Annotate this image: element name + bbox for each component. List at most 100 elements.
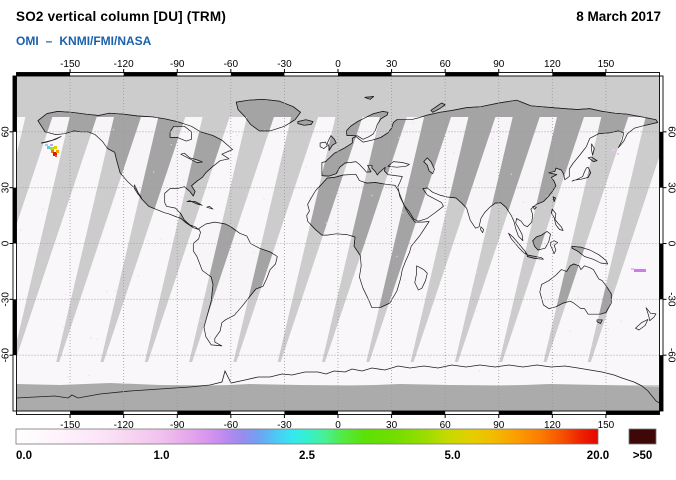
frame-right-segment — [659, 355, 663, 411]
lon-tick-label-bottom: -30 — [277, 420, 292, 431]
speckle — [546, 195, 548, 197]
speckle — [167, 171, 169, 173]
colorbar-tick-label: 2.5 — [299, 450, 316, 462]
frame-left-segment — [13, 76, 17, 132]
lon-tick-label-bottom: 30 — [386, 420, 398, 431]
colorbar — [15, 428, 657, 445]
speckle — [115, 290, 117, 292]
lat-tick-label-left: 30 — [1, 182, 12, 194]
speckle — [183, 179, 185, 182]
speckle — [371, 194, 373, 197]
speckle — [569, 330, 571, 332]
speckle — [253, 251, 255, 254]
lat-tick-label-right: 60 — [666, 126, 676, 138]
so2-speck-vanuatu — [634, 269, 646, 272]
lat-tick-label-right: 30 — [666, 182, 676, 194]
speckle — [335, 222, 337, 224]
speckle — [412, 122, 414, 124]
speckle — [42, 208, 44, 210]
speckle — [112, 128, 114, 131]
so2-plume-aleutians — [50, 147, 54, 150]
speckle — [620, 320, 623, 322]
coast-svalbard — [364, 96, 375, 100]
so2-plume-aleutians — [54, 146, 57, 149]
speckle — [307, 142, 309, 144]
coast-greenland — [235, 98, 301, 132]
speckle — [398, 137, 400, 139]
speckle — [267, 271, 269, 273]
lon-tick-label-bottom: 120 — [544, 420, 561, 431]
speckle — [209, 336, 211, 338]
colorbar-tick-label: 20.0 — [587, 450, 609, 462]
lat-tick-label-left: -60 — [1, 348, 12, 363]
coast-borneo — [532, 231, 551, 251]
speckle — [63, 326, 65, 328]
speckle — [309, 197, 311, 199]
page-title: SO2 vertical column [DU] (TRM) — [16, 9, 227, 24]
speckle — [325, 222, 327, 224]
lon-tick-label-top: -150 — [60, 59, 80, 70]
speckle — [551, 311, 554, 313]
frame-top-segment — [16, 72, 71, 76]
coast-philippines — [551, 208, 564, 231]
speckle — [137, 275, 139, 277]
speckle — [513, 214, 515, 217]
speckle — [478, 370, 481, 372]
lon-tick-label-top: -120 — [114, 59, 134, 70]
speckle — [196, 268, 198, 271]
date-label: 8 March 2017 — [576, 9, 661, 24]
lat-tick-label-left: -30 — [1, 292, 12, 307]
lon-tick-label-top: 60 — [440, 59, 452, 70]
lon-tick-label-bottom: -90 — [170, 420, 185, 431]
coast-honshu — [571, 166, 592, 182]
frame-top-segment — [445, 72, 499, 76]
colorbar-tick-label: 0.0 — [16, 450, 32, 462]
subtitle-separator: – — [45, 34, 53, 48]
speckle — [88, 374, 90, 376]
lon-tick-label-bottom: -60 — [224, 420, 239, 431]
speckle — [651, 137, 654, 139]
coast-alaska-peninsula — [41, 136, 62, 144]
speckle — [520, 251, 522, 253]
coast-sri-lanka — [480, 226, 484, 234]
frame-bottom-segment — [391, 411, 446, 415]
coast-taiwan — [552, 196, 556, 202]
tick-labels: -150 -150 -120 -120 -90 -90 -60 -60 -30 -30 0 0 30 30… — [1, 59, 676, 431]
speckle — [413, 248, 415, 250]
speckle — [274, 268, 276, 270]
lon-tick-label-top: -60 — [224, 59, 239, 70]
lon-tick-label-top: 0 — [335, 59, 341, 70]
lon-tick-label-bottom: 90 — [493, 420, 505, 431]
speckle — [475, 310, 478, 312]
speckle — [199, 320, 202, 322]
speckle — [476, 271, 478, 273]
speckle — [236, 134, 238, 136]
subtitle: OMI – KNMI/FMI/NASA — [16, 34, 151, 48]
speckle — [538, 182, 541, 184]
speckle — [608, 328, 610, 330]
frame-right-segment — [659, 243, 663, 300]
coast-sulawesi — [550, 240, 559, 255]
colorbar-overflow-label: >50 — [633, 450, 653, 462]
coast-madagascar — [414, 265, 428, 291]
speckle — [263, 198, 265, 200]
coast-australia — [539, 263, 612, 315]
graticule — [16, 76, 660, 411]
antarctica-coastline — [16, 364, 660, 404]
coast-hainan — [532, 205, 537, 210]
speckle — [404, 279, 406, 281]
coast-tasmania — [596, 319, 603, 324]
coast-novaya-zemlya — [430, 102, 446, 113]
coast-cuba — [186, 200, 203, 206]
lon-tick-label-bottom: 150 — [598, 420, 615, 431]
lon-tick-label-bottom: -120 — [114, 420, 134, 431]
frame-right-segment — [659, 131, 663, 188]
colorbar-tick-label: 1.0 — [154, 450, 170, 462]
coast-java — [526, 254, 544, 260]
so2-speck-vanuatu — [631, 268, 634, 270]
colorbar-tick-label: 5.0 — [445, 450, 461, 462]
agencies-label: KNMI/FMI/NASA — [59, 34, 152, 48]
speckle — [264, 129, 266, 131]
